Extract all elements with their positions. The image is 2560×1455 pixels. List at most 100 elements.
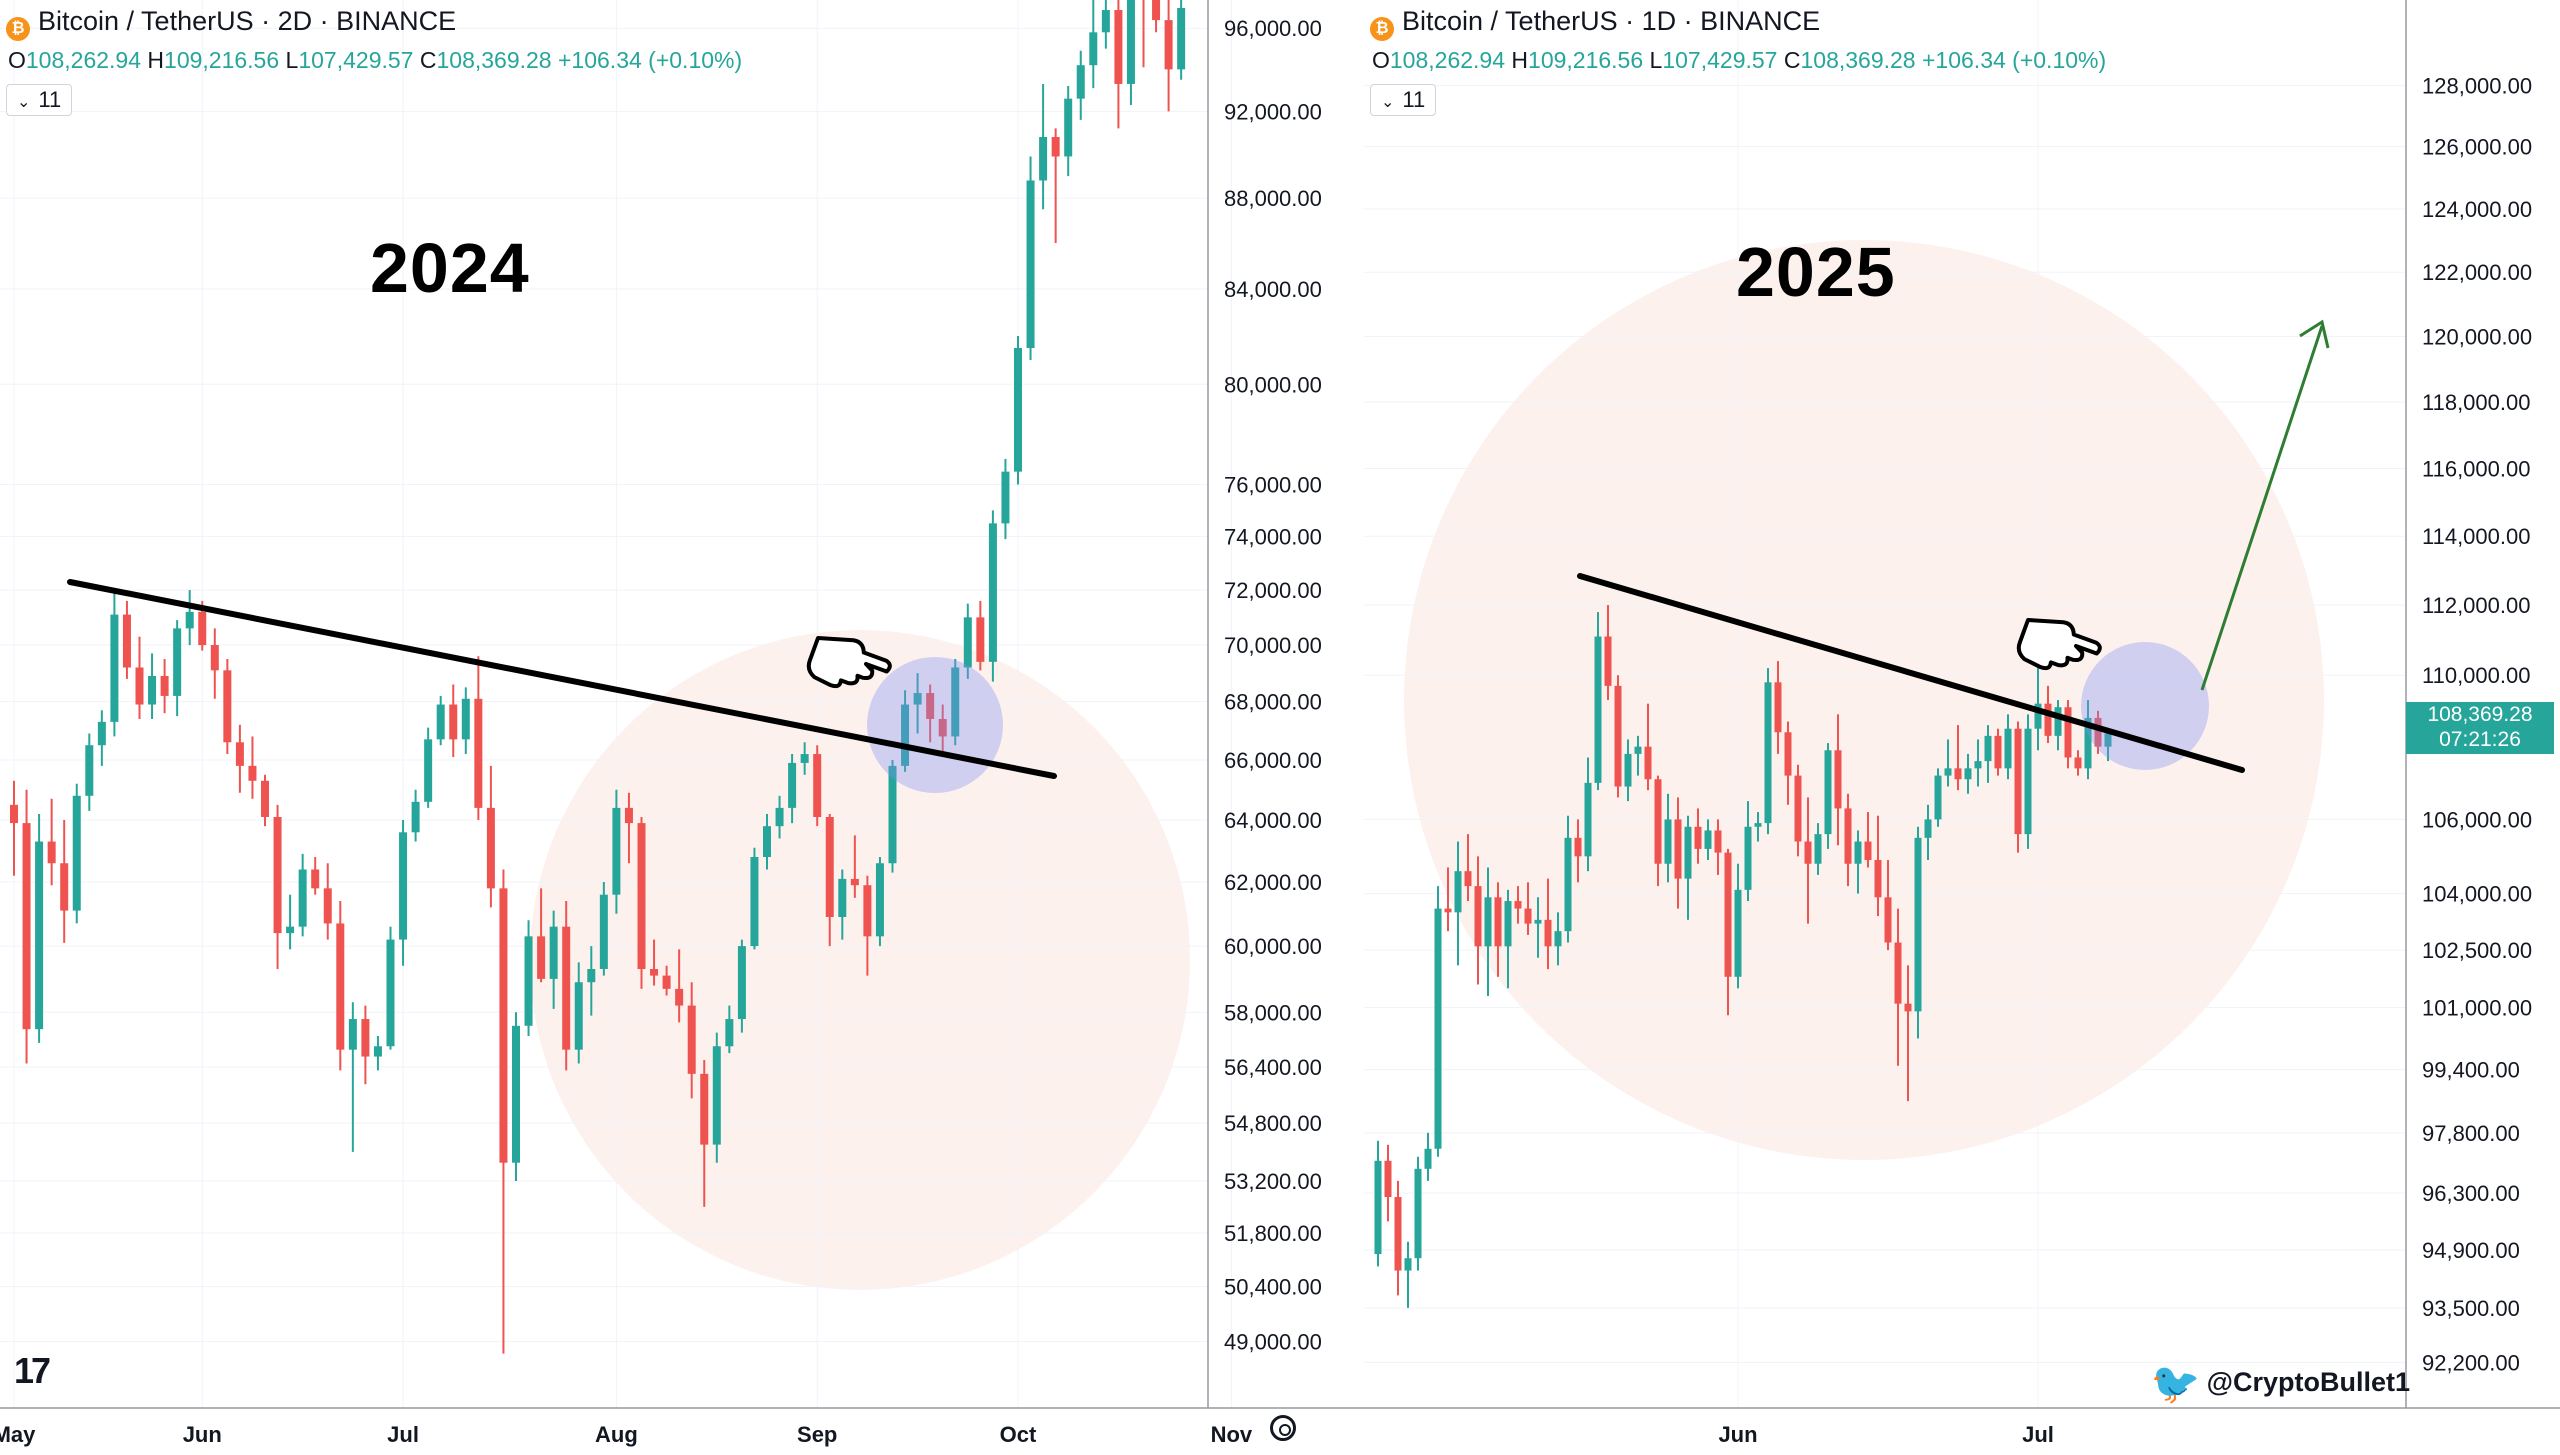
breakout-highlight-circle — [867, 657, 1003, 793]
candle — [85, 733, 94, 811]
candle-body — [1954, 768, 1962, 780]
gear-icon[interactable] — [1270, 1415, 1296, 1441]
candle-body — [1964, 768, 1972, 780]
candle-body — [1624, 753, 1632, 787]
candle — [261, 774, 269, 827]
high-value: 109,216.56 — [164, 47, 280, 73]
candle — [173, 620, 182, 717]
price-tick-label: 68,000.00 — [1224, 690, 1322, 715]
high-value: 109,216.56 — [1528, 47, 1644, 73]
symbol-header[interactable]: ₿ Bitcoin / TetherUS · 1D · BINANCE — [1370, 6, 1820, 41]
candle — [35, 813, 44, 1043]
candle — [386, 926, 395, 1050]
candle — [1114, 0, 1123, 129]
candle-body — [750, 857, 759, 947]
candle — [1824, 743, 1832, 849]
candle-body — [160, 675, 169, 696]
price-tick-label: 50,400.00 — [1224, 1275, 1322, 1300]
candle-body — [22, 823, 31, 1030]
candlestick-chart-2025[interactable]: 128,000.00 126,000.00 124,000.00 122,000.00… — [1364, 0, 2560, 1455]
candle — [1464, 834, 1472, 902]
candle-body — [1494, 897, 1502, 947]
candle — [1684, 815, 1692, 920]
twitter-bird-icon: 🐦 — [2150, 1362, 2201, 1406]
candle — [1039, 83, 1048, 210]
candle-body — [386, 939, 395, 1047]
candle — [1089, 0, 1098, 89]
candle — [1934, 768, 1942, 827]
price-axis-labels: 96,000.00 92,000.00 88,000.00 84,000.00 80,0… — [1224, 16, 1322, 1354]
candlestick-chart-2024[interactable]: 96,000.00 92,000.00 88,000.00 84,000.00 80,0… — [0, 0, 1364, 1455]
symbol-header[interactable]: ₿ Bitcoin / TetherUS · 2D · BINANCE — [6, 6, 456, 41]
candle-body — [1114, 10, 1123, 84]
candle — [1694, 808, 1702, 864]
candle — [549, 910, 558, 1009]
candle-body — [2024, 728, 2032, 835]
candle-body — [2094, 717, 2102, 747]
price-tick-label: 116,000.00 — [2422, 457, 2530, 482]
price-tick-label: 70,000.00 — [1224, 633, 1322, 658]
open-value: 108,262.94 — [1389, 47, 1506, 73]
candle-body — [273, 816, 282, 934]
price-tick-label: 54,800.00 — [1224, 1111, 1322, 1136]
candle — [323, 863, 332, 940]
price-tick-label: 124,000.00 — [2422, 197, 2532, 222]
candle-body — [1414, 1168, 1422, 1259]
candle-body — [2004, 728, 2012, 769]
open-label: O — [8, 47, 26, 73]
symbol-title: Bitcoin / TetherUS · 1D · BINANCE — [1402, 6, 1821, 36]
candle-body — [1126, 0, 1135, 84]
candle-body — [838, 878, 847, 918]
candle-body — [1474, 886, 1482, 947]
price-tick-label: 97,800.00 — [2422, 1121, 2520, 1146]
candle-body — [963, 617, 972, 668]
candle — [336, 901, 345, 1071]
candle-body — [1554, 931, 1562, 947]
candle — [775, 795, 784, 839]
candle-body — [562, 926, 571, 1050]
ohlc-readout: O108,262.94 H109,216.56 L107,429.57 C108… — [1372, 47, 2106, 74]
candle — [1534, 897, 1542, 958]
candle-body — [1594, 636, 1602, 783]
symbol-title: Bitcoin / TetherUS · 2D · BINANCE — [38, 6, 457, 36]
candle — [737, 939, 746, 1033]
chart-pane-2024[interactable]: 96,000.00 92,000.00 88,000.00 84,000.00 80,0… — [0, 0, 1367, 1455]
candle-body — [1504, 901, 1512, 947]
time-tick-label: Jun — [183, 1422, 222, 1447]
indicators-toggle[interactable]: ⌄ 11 — [6, 84, 73, 116]
candle-body — [1674, 819, 1682, 879]
candle-body — [788, 762, 797, 808]
candle — [1564, 815, 1572, 943]
chart-pane-2025[interactable]: 128,000.00 126,000.00 124,000.00 122,000.00… — [1364, 0, 2560, 1455]
candle-body — [988, 523, 997, 662]
author-handle: @CryptoBullet1 — [2206, 1367, 2410, 1397]
candle — [1994, 728, 2002, 776]
candle-body — [687, 1005, 696, 1074]
candle-body — [1724, 852, 1732, 977]
candle-body — [1064, 98, 1073, 157]
candle — [411, 789, 420, 842]
candle — [1764, 668, 1772, 835]
candle-body — [1664, 819, 1672, 864]
candle — [248, 736, 257, 799]
price-tick-label: 110,000.00 — [2422, 663, 2530, 688]
candle — [449, 684, 458, 757]
candle-body — [763, 826, 771, 858]
candle-body — [662, 975, 671, 989]
candle-body — [587, 968, 596, 983]
indicators-toggle[interactable]: ⌄ 11 — [1370, 84, 1437, 116]
price-tick-label: 92,200.00 — [2422, 1350, 2520, 1375]
time-tick-label: Jul — [387, 1422, 419, 1447]
projection-arrow — [2200, 325, 2324, 691]
candle-body — [1924, 819, 1932, 838]
price-tick-label: 74,000.00 — [1224, 525, 1322, 550]
candle — [461, 687, 470, 755]
candle — [901, 690, 910, 772]
candle — [1954, 725, 1962, 791]
candle-body — [1734, 889, 1742, 977]
candle-body — [1001, 471, 1010, 524]
candle-body — [1714, 830, 1722, 853]
candle — [2024, 714, 2032, 849]
tradingview-logo-icon[interactable]: 17 — [14, 1350, 51, 1391]
candle — [235, 724, 244, 793]
